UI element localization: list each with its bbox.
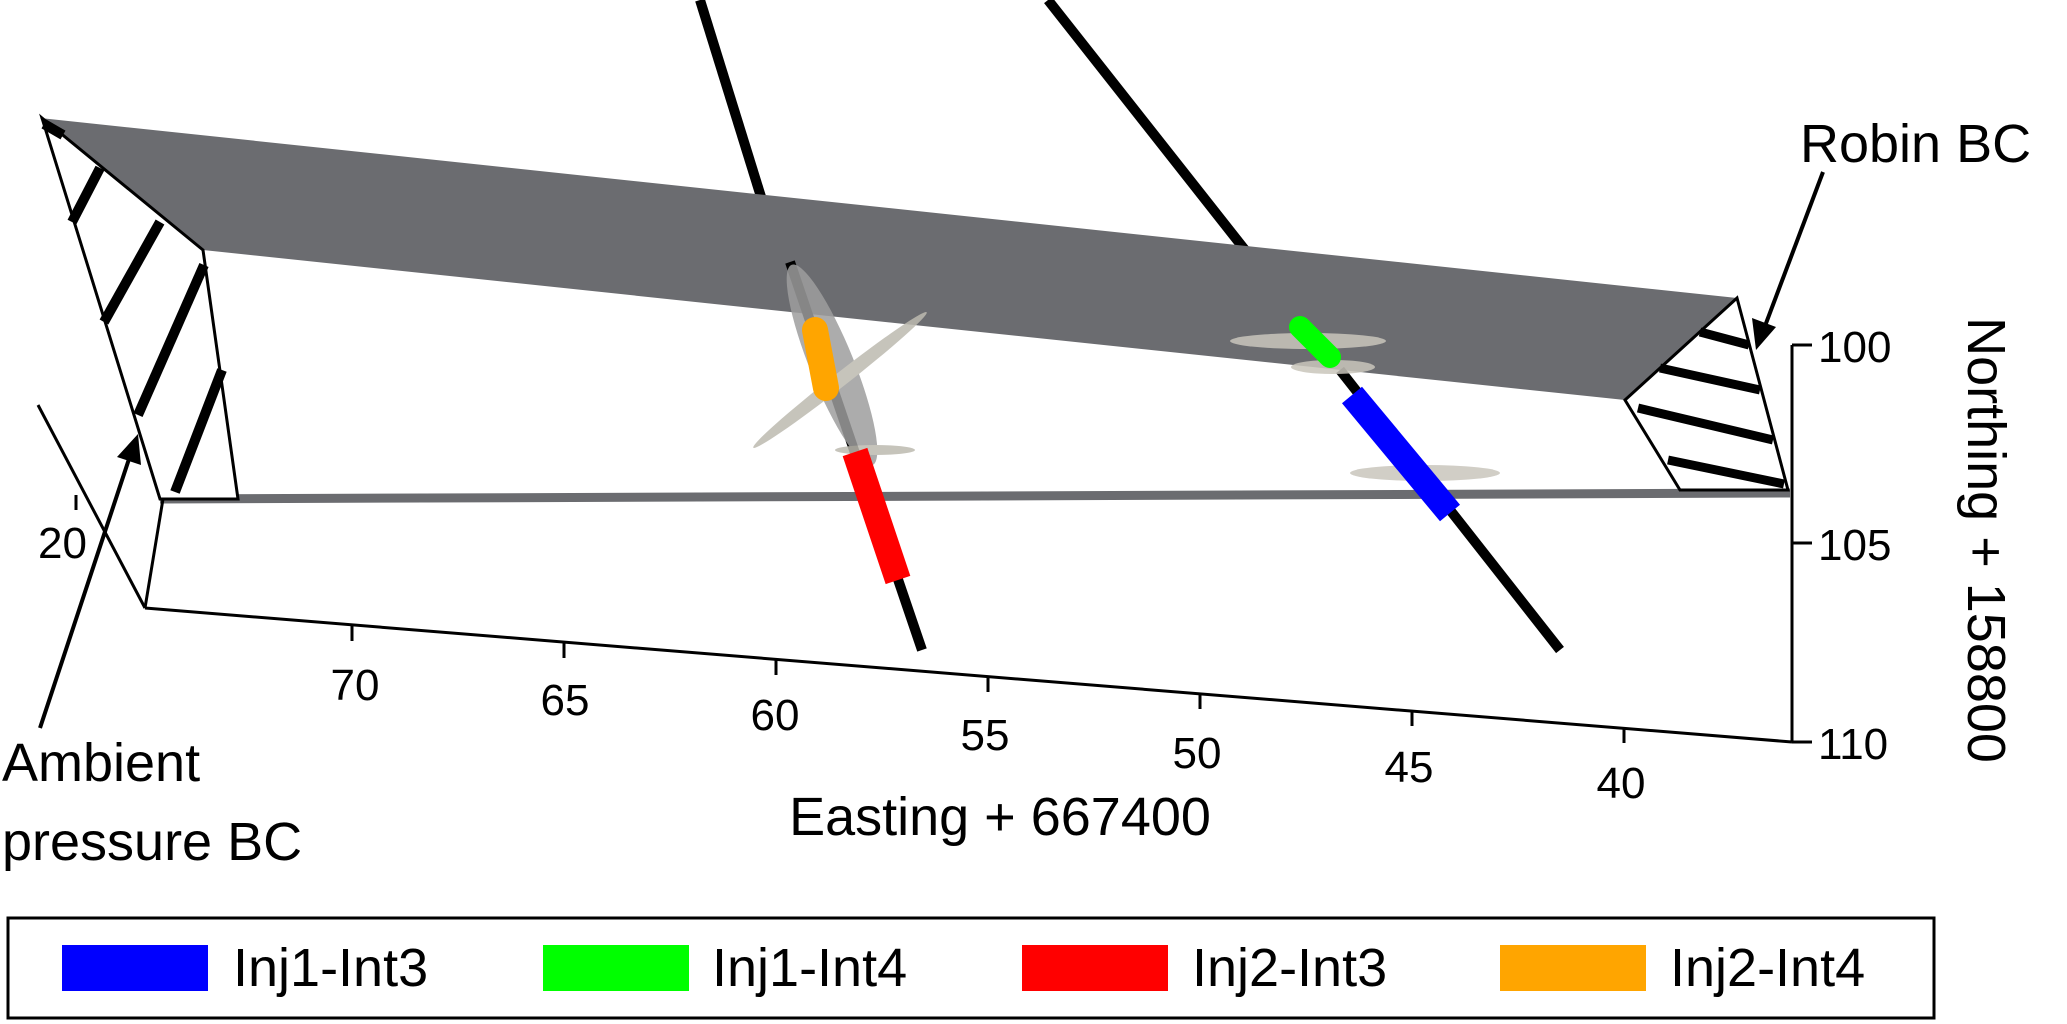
legend-swatch-inj1-int3 xyxy=(62,945,208,991)
easting-tick-65: 65 xyxy=(541,676,590,725)
ambient-boundary xyxy=(39,113,240,501)
fracture-plane-lower-edge xyxy=(159,488,1791,504)
legend: Inj1-Int3 Inj1-Int4 Inj2-Int3 Inj2-Int4 xyxy=(6,916,1936,1020)
legend-label-inj1-int3: Inj1-Int3 xyxy=(233,938,428,998)
northing-tick-100: 100 xyxy=(1818,323,1891,372)
legend-item-inj2-int4: Inj2-Int4 xyxy=(1500,938,1865,998)
northing-axis-label: Northing + 158800 xyxy=(1956,317,2016,763)
northing-tick-105: 105 xyxy=(1818,521,1891,570)
legend-item-inj1-int4: Inj1-Int4 xyxy=(543,938,907,998)
northing-tick-110: 110 xyxy=(1818,720,1888,769)
extra-axis-tick-20: 20 xyxy=(38,519,87,568)
interval-inj2-int3 xyxy=(842,447,911,585)
easting-tick-70: 70 xyxy=(331,661,380,710)
legend-swatch-inj2-int3 xyxy=(1022,945,1168,991)
robin-boundary xyxy=(1623,295,1790,492)
borehole-2-upper xyxy=(695,0,767,202)
legend-label-inj2-int3: Inj2-Int3 xyxy=(1192,938,1387,998)
easting-tick-60: 60 xyxy=(751,691,800,740)
ambient-arrow xyxy=(38,434,141,729)
ambient-label-line2: pressure BC xyxy=(2,812,302,872)
easting-tick-50: 50 xyxy=(1173,729,1222,778)
interval-inj1-int3 xyxy=(1341,386,1461,522)
easting-tick-45: 45 xyxy=(1385,743,1434,792)
interval-inj1-int4 xyxy=(1289,316,1341,368)
legend-label-inj1-int4: Inj1-Int4 xyxy=(712,938,907,998)
robin-arrow xyxy=(1752,171,1825,350)
legend-swatch-inj1-int4 xyxy=(543,945,689,991)
ambient-label-line1: Ambient xyxy=(2,733,200,793)
legend-item-inj1-int3: Inj1-Int3 xyxy=(62,938,428,998)
easting-tick-55: 55 xyxy=(961,711,1010,760)
fracture-plane xyxy=(40,118,1737,400)
easting-axis-label: Easting + 667400 xyxy=(789,787,1211,847)
interval-inj2-int4 xyxy=(802,317,839,401)
robin-bc-label: Robin BC xyxy=(1800,114,2031,174)
legend-swatch-inj2-int4 xyxy=(1500,945,1646,991)
borehole-1-upper xyxy=(1044,0,1249,254)
axis-frame xyxy=(36,343,1812,744)
easting-tick-40: 40 xyxy=(1597,759,1646,808)
legend-item-inj2-int3: Inj2-Int3 xyxy=(1022,938,1387,998)
legend-label-inj2-int4: Inj2-Int4 xyxy=(1670,938,1865,998)
